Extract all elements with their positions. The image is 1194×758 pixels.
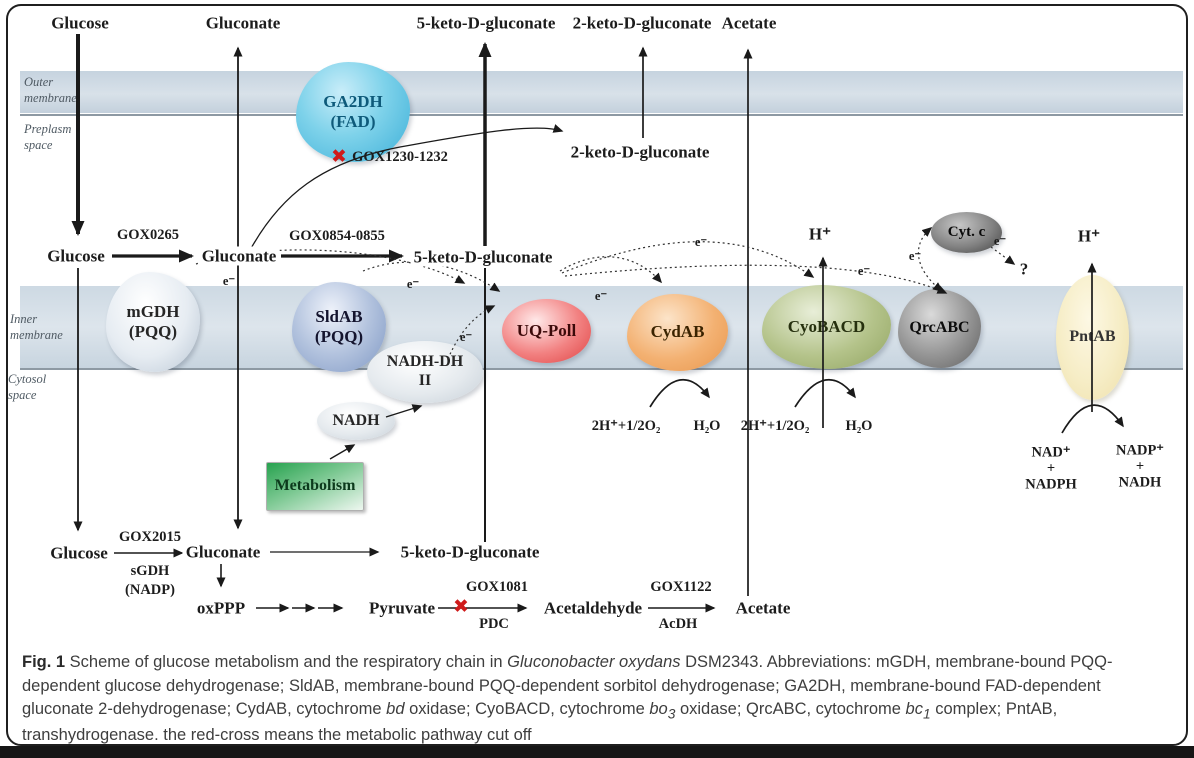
label-proton-pntab: H⁺ — [1077, 226, 1101, 246]
label-water-cydab: H₂O — [693, 417, 721, 434]
arc-cyobacd-water — [794, 379, 856, 408]
electron-label-3: e⁻ — [459, 330, 473, 344]
label-oxygen-cyobacd: 2H⁺+1/2O₂ — [740, 417, 810, 434]
label-5keto-cytosol: 5-keto-D-gluconate — [397, 542, 543, 562]
electron-label-2: e⁻ — [406, 277, 420, 291]
enzyme-sldab: SldAB (PQQ) — [292, 282, 386, 372]
label-pyruvate: Pyruvate — [368, 598, 436, 618]
arrow-metabolism-nadh — [329, 444, 356, 460]
outer-membrane-band — [20, 71, 1183, 113]
electron-uq-cydab — [559, 256, 662, 284]
oxygen-reduction-arcs — [649, 379, 1124, 434]
arc-pntab-transhydrogenation — [1061, 404, 1124, 434]
label-periplasm-space: Preplasm space — [24, 122, 72, 152]
label-inner-membrane: Inner membrane — [10, 312, 63, 342]
electron-uq-cyobacd — [561, 241, 815, 278]
label-gluconate-periplasm: Gluconate — [198, 246, 280, 266]
cytochrome-c: Cyt. c — [931, 212, 1002, 253]
label-water-cyobacd: H₂O — [845, 417, 873, 434]
enzyme-cyobacd: CyoBACD — [762, 285, 891, 369]
label-gox0854-0855: GOX0854-0855 — [289, 227, 385, 244]
outer-membrane-inner-boundary — [20, 114, 1183, 116]
enzyme-nadh-dh-ii: NADH-DH II — [367, 341, 483, 403]
label-5keto-top: 5-keto-D-gluconate — [416, 13, 556, 33]
red-cross-icon-pdc: ✖ — [453, 595, 469, 618]
inner-membrane-band — [20, 286, 1183, 368]
label-nadp-nadh: NADP⁺ + NADH — [1116, 442, 1164, 492]
arc-cydab-water — [649, 379, 710, 408]
label-acetaldehyde: Acetaldehyde — [543, 598, 643, 618]
label-pdc: PDC — [479, 615, 509, 632]
metabolism-box: Metabolism — [266, 462, 364, 511]
label-sgdh: sGDH — [130, 562, 170, 579]
label-proton-cyobacd: H⁺ — [808, 224, 832, 244]
label-2keto-top: 2-keto-D-gluconate — [572, 13, 712, 33]
label-acetate-cytosol: Acetate — [732, 598, 794, 618]
electron-label-5: e⁻ — [694, 235, 708, 249]
electron-label-6: e⁻ — [857, 264, 871, 278]
label-5keto-periplasm: 5-keto-D-gluconate — [410, 247, 556, 267]
electron-label-7: e⁻ — [908, 249, 922, 263]
label-cytosol-space: Cytosol space — [8, 372, 47, 402]
electron-label-8: e⁻ — [993, 234, 1007, 248]
label-acetate-top: Acetate — [721, 13, 777, 33]
label-glucose-top: Glucose — [51, 13, 109, 33]
label-glucose-periplasm: Glucose — [44, 246, 108, 266]
label-gox1230-1232: GOX1230-1232 — [352, 148, 448, 165]
page-bottom-bar — [0, 746, 1194, 758]
label-gox0265: GOX0265 — [116, 226, 180, 243]
label-gluconate-cytosol: Gluconate — [182, 542, 264, 562]
red-cross-icon-ga2dh: ✖ — [331, 145, 347, 168]
label-glucose-cytosol: Glucose — [47, 543, 111, 563]
label-gox1122: GOX1122 — [650, 578, 712, 595]
enzyme-pntab: PntAB — [1056, 275, 1129, 400]
label-outer-membrane: Outer membrane — [24, 75, 77, 105]
enzyme-mgdh: mGDH (PQQ) — [106, 272, 200, 372]
electron-label-1: e⁻ — [222, 274, 236, 288]
label-acdh: AcDH — [658, 615, 698, 632]
enzyme-cydab: CydAB — [627, 294, 728, 371]
label-gox2015: GOX2015 — [118, 528, 182, 545]
electron-label-4: e⁻ — [594, 289, 608, 303]
inner-membrane-lower-boundary — [20, 368, 1183, 370]
label-nad-nadph: NAD⁺ + NADPH — [1025, 444, 1077, 494]
enzyme-ga2dh: GA2DH (FAD) — [296, 62, 410, 162]
label-question-mark: ? — [1019, 259, 1029, 279]
label-oxygen-cydab: 2H⁺+1/2O₂ — [591, 417, 661, 434]
cytosol-pathway — [114, 404, 716, 613]
enzyme-qrcabc: QrcABC — [898, 289, 981, 368]
label-gox1081: GOX1081 — [465, 578, 529, 595]
label-nadp-cofactor: (NADP) — [125, 581, 175, 598]
uq-pool: UQ-Poll — [502, 299, 591, 363]
figure-caption: Fig. 1 Scheme of glucose metabolism and … — [22, 653, 1113, 745]
metabolite-nadh: NADH — [317, 402, 395, 440]
label-oxppp: oxPPP — [196, 598, 246, 618]
label-2keto-periplasm: 2-keto-D-gluconate — [567, 142, 713, 162]
electron-cytc-unknown — [990, 246, 1016, 265]
label-gluconate-top: Gluconate — [205, 13, 281, 33]
